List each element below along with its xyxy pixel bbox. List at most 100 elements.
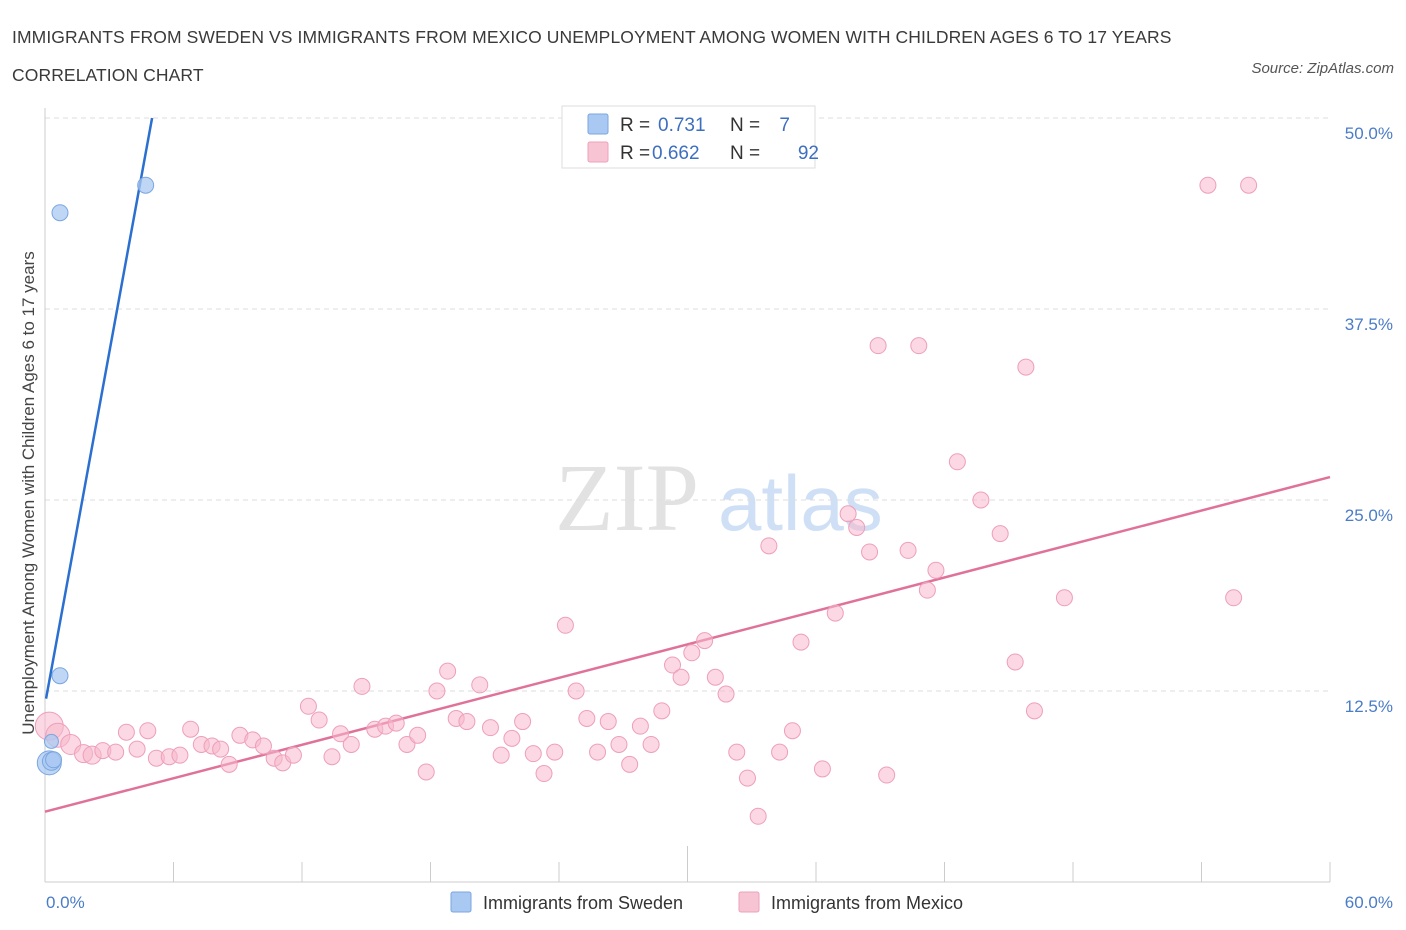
point-sweden-3 bbox=[43, 733, 59, 749]
trend-lines bbox=[44, 117, 1331, 813]
point-mexico-51 bbox=[589, 743, 607, 761]
point-mexico-82 bbox=[948, 453, 966, 471]
y-tick-label-0: 12.5% bbox=[1345, 697, 1393, 716]
point-mexico-53 bbox=[610, 735, 628, 753]
point-mexico-34 bbox=[409, 726, 427, 744]
point-mexico-43 bbox=[503, 729, 521, 747]
series-legend-label-mexico: Immigrants from Mexico bbox=[771, 893, 963, 913]
point-mexico-9 bbox=[139, 722, 157, 740]
point-mexico-83 bbox=[972, 491, 990, 509]
point-mexico-12 bbox=[171, 746, 189, 764]
point-mexico-91 bbox=[1240, 176, 1258, 194]
series-legend-swatch-mexico bbox=[738, 891, 760, 913]
point-mexico-80 bbox=[918, 581, 936, 599]
point-mexico-25 bbox=[310, 711, 328, 729]
point-mexico-56 bbox=[642, 735, 660, 753]
point-sweden-2 bbox=[45, 751, 63, 769]
point-mexico-46 bbox=[535, 765, 553, 783]
point-mexico-69 bbox=[783, 722, 801, 740]
point-mexico-23 bbox=[284, 746, 302, 764]
point-mexico-64 bbox=[728, 743, 746, 761]
legend-r-label-sweden: R = bbox=[620, 115, 650, 136]
point-mexico-40 bbox=[471, 676, 489, 694]
point-mexico-41 bbox=[481, 719, 499, 737]
point-mexico-16 bbox=[212, 740, 230, 758]
trendline-sweden bbox=[44, 117, 154, 699]
legend-swatch-mexico bbox=[587, 141, 609, 163]
point-mexico-87 bbox=[1025, 702, 1043, 720]
point-mexico-86 bbox=[1017, 358, 1035, 376]
point-mexico-42 bbox=[492, 746, 510, 764]
point-mexico-20 bbox=[254, 737, 272, 755]
y-axis-label: Unemployment Among Women with Children A… bbox=[19, 251, 38, 735]
legend-r-value-sweden: 0.731 bbox=[658, 115, 706, 136]
point-mexico-48 bbox=[556, 616, 574, 634]
x-tick-label-start: 0.0% bbox=[46, 893, 85, 912]
point-mexico-37 bbox=[439, 662, 457, 680]
point-mexico-88 bbox=[1055, 589, 1073, 607]
point-mexico-28 bbox=[342, 735, 360, 753]
point-mexico-60 bbox=[683, 644, 701, 662]
point-mexico-66 bbox=[749, 807, 767, 825]
point-mexico-89 bbox=[1199, 176, 1217, 194]
point-sweden-4 bbox=[51, 667, 69, 685]
y-tick-label-1: 25.0% bbox=[1345, 506, 1393, 525]
point-mexico-26 bbox=[323, 748, 341, 766]
y-tick-label-2: 37.5% bbox=[1345, 315, 1393, 334]
point-mexico-71 bbox=[813, 760, 831, 778]
point-mexico-7 bbox=[117, 723, 135, 741]
series-legend-label-sweden: Immigrants from Sweden bbox=[483, 893, 683, 913]
point-mexico-67 bbox=[760, 537, 778, 555]
point-mexico-81 bbox=[927, 561, 945, 579]
point-mexico-27 bbox=[332, 725, 350, 743]
point-mexico-24 bbox=[299, 697, 317, 715]
point-mexico-35 bbox=[417, 763, 435, 781]
x-tick-label-end: 60.0% bbox=[1345, 893, 1393, 912]
point-mexico-50 bbox=[578, 710, 596, 728]
tick-labels: 12.5% 25.0% 37.5% 50.0% 0.0% 60.0% bbox=[46, 124, 1393, 912]
point-mexico-61 bbox=[696, 632, 714, 650]
point-mexico-39 bbox=[458, 713, 476, 731]
point-mexico-72 bbox=[826, 604, 844, 622]
point-mexico-76 bbox=[869, 337, 887, 355]
point-mexico-73 bbox=[839, 505, 857, 523]
point-mexico-32 bbox=[387, 714, 405, 732]
point-mexico-44 bbox=[514, 713, 532, 731]
point-mexico-75 bbox=[861, 543, 879, 561]
point-mexico-8 bbox=[128, 740, 146, 758]
point-mexico-84 bbox=[991, 525, 1009, 543]
point-mexico-68 bbox=[771, 743, 789, 761]
point-mexico-79 bbox=[910, 337, 928, 355]
point-mexico-13 bbox=[182, 720, 200, 738]
point-mexico-58 bbox=[664, 656, 682, 674]
point-mexico-78 bbox=[899, 541, 917, 559]
point-mexico-47 bbox=[546, 743, 564, 761]
legend-n-label-mexico: N = bbox=[730, 143, 760, 164]
point-sweden-5 bbox=[51, 204, 69, 222]
point-mexico-57 bbox=[653, 702, 671, 720]
point-mexico-70 bbox=[792, 633, 810, 651]
point-mexico-59 bbox=[672, 668, 690, 686]
point-mexico-6 bbox=[107, 743, 125, 761]
watermark-zip: ZIP bbox=[555, 444, 699, 551]
point-mexico-17 bbox=[220, 755, 238, 773]
point-mexico-65 bbox=[738, 769, 756, 787]
point-mexico-62 bbox=[706, 668, 724, 686]
legend-n-label-sweden: N = bbox=[730, 115, 760, 136]
data-points bbox=[34, 176, 1258, 825]
grid-lines bbox=[45, 117, 1330, 692]
point-mexico-49 bbox=[567, 682, 585, 700]
legend-n-value-mexico: 92 bbox=[798, 143, 819, 164]
point-mexico-55 bbox=[631, 717, 649, 735]
point-mexico-77 bbox=[878, 766, 896, 784]
trendline-mexico bbox=[44, 475, 1331, 813]
y-tick-label-3: 50.0% bbox=[1345, 124, 1393, 143]
stats-legend: R = 0.731 N = 7 R = 0.662 N = 92 bbox=[561, 105, 819, 169]
series-legend-swatch-sweden bbox=[450, 891, 472, 913]
point-mexico-52 bbox=[599, 713, 617, 731]
point-mexico-54 bbox=[621, 755, 639, 773]
chart-source: Source: ZipAtlas.com bbox=[1251, 60, 1394, 77]
point-mexico-85 bbox=[1006, 653, 1024, 671]
legend-swatch-sweden bbox=[587, 113, 609, 135]
legend-n-value-sweden: 7 bbox=[779, 115, 790, 136]
